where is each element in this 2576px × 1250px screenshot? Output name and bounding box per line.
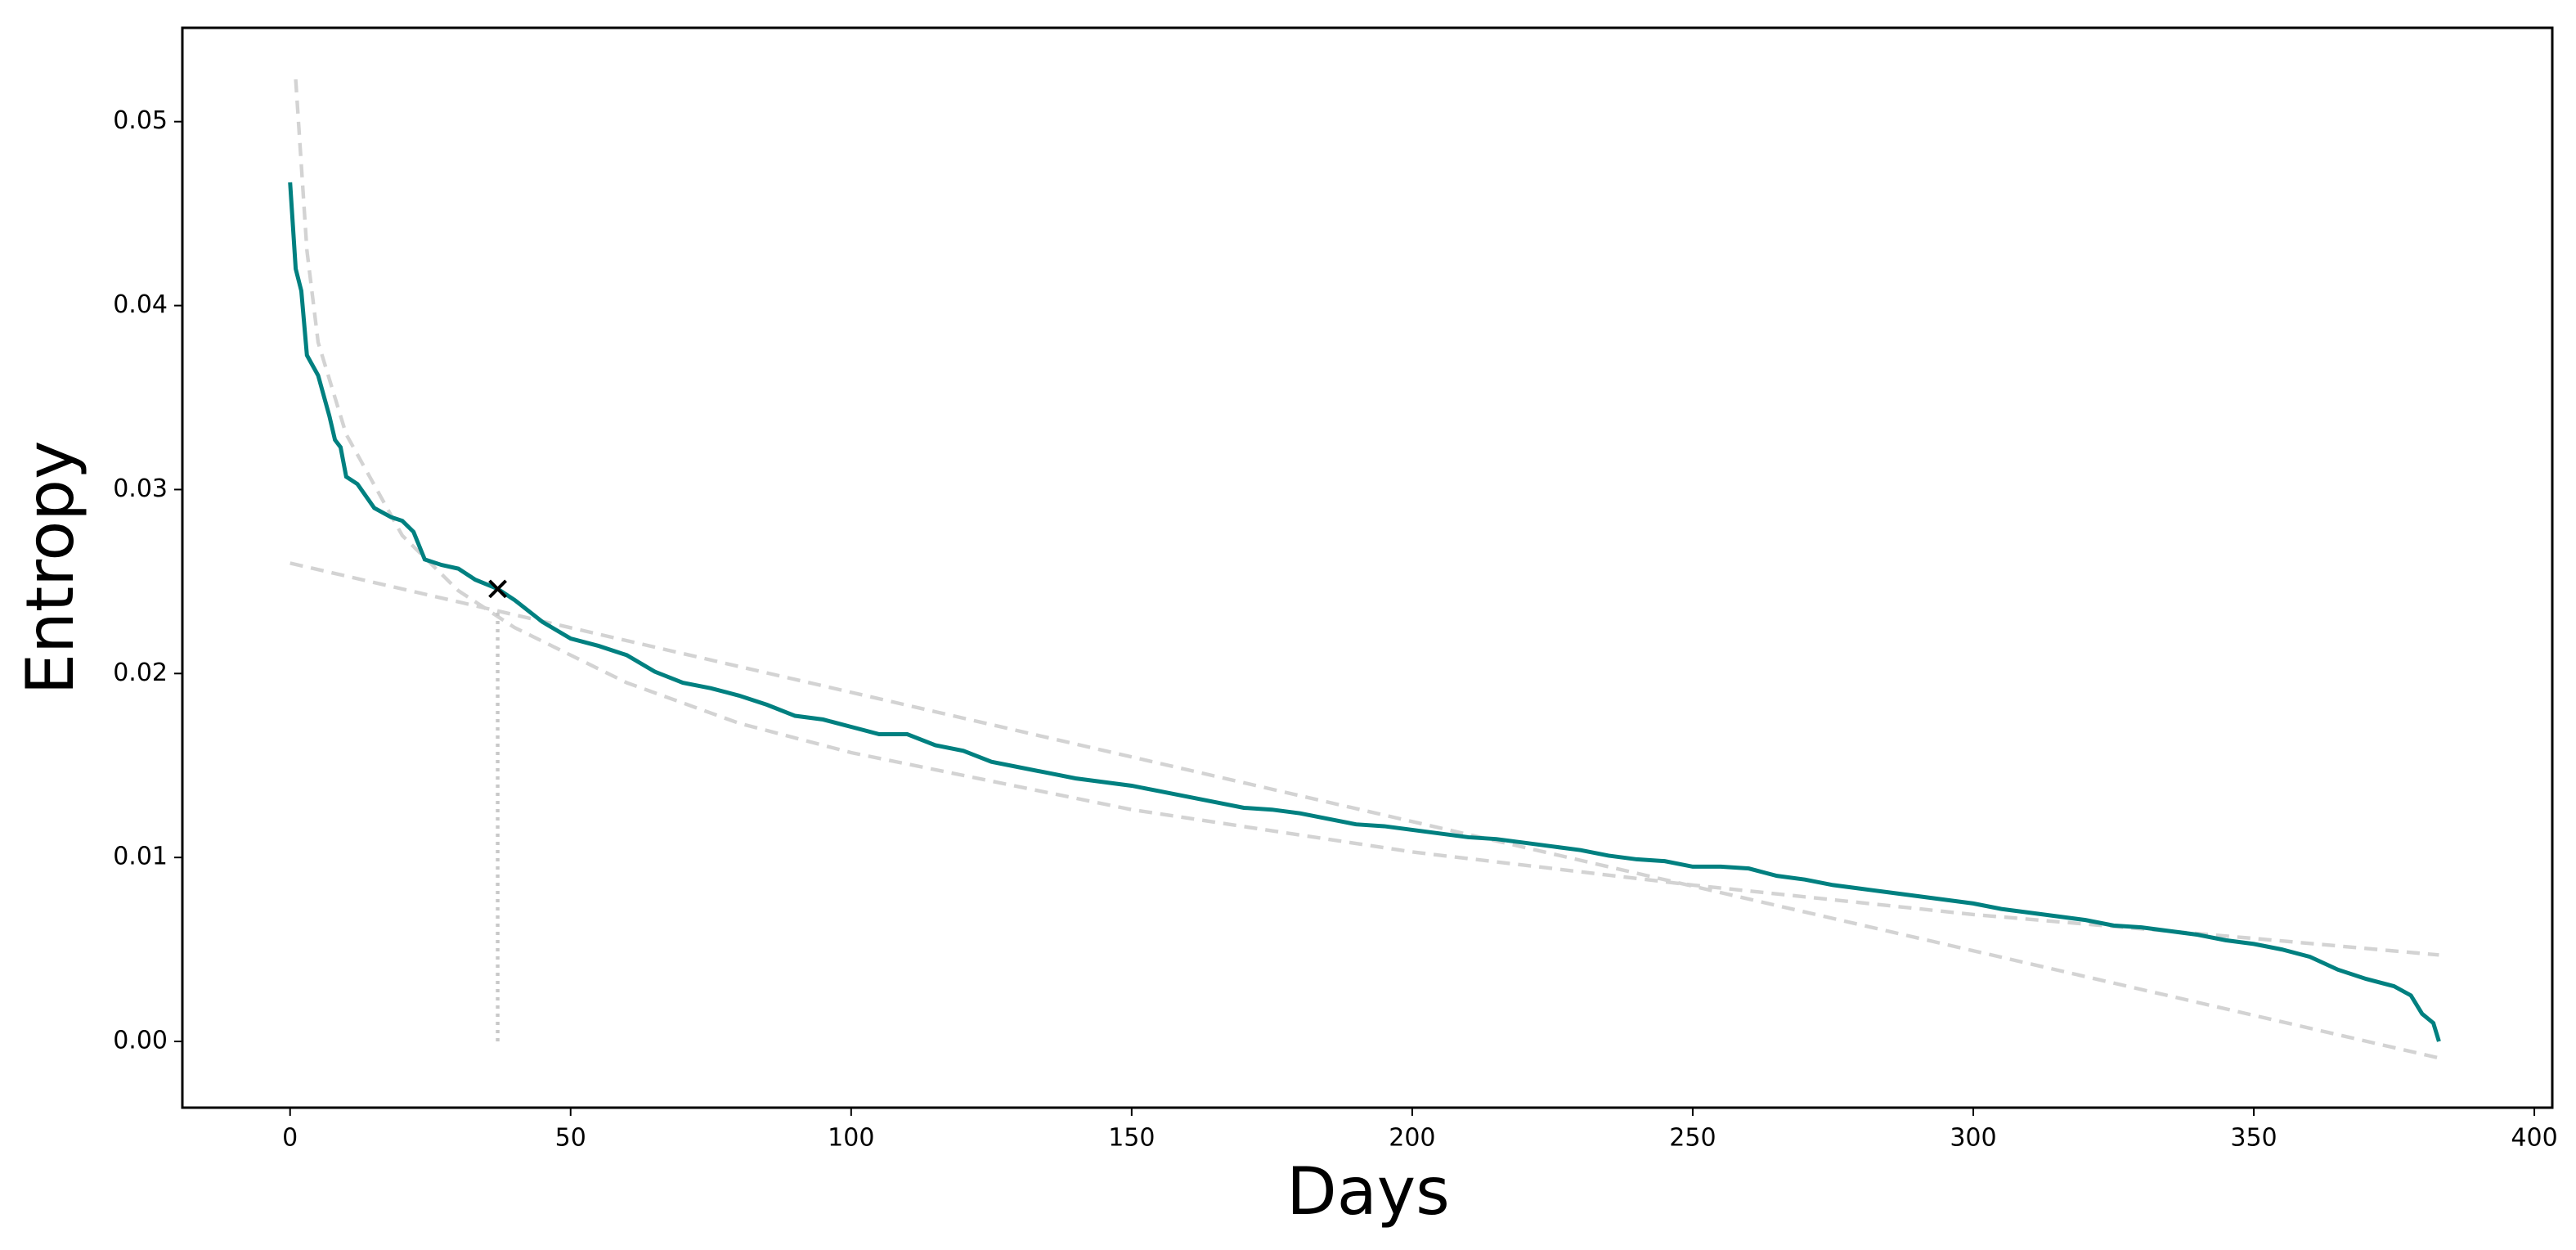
x-tick-label: 0	[282, 1124, 298, 1153]
y-tick-label: 0.02	[113, 659, 168, 687]
y-tick-label: 0.00	[113, 1027, 168, 1055]
x-tick-label: 100	[828, 1124, 874, 1153]
plot-frame	[181, 26, 2554, 1109]
x-tick-label: 300	[1950, 1124, 1996, 1153]
x-tick-label: 150	[1108, 1124, 1155, 1153]
data-line	[288, 182, 2441, 1042]
fit-line	[289, 561, 2439, 1060]
x-tick-label: 400	[2511, 1124, 2557, 1153]
y-tick-label: 0.03	[113, 474, 168, 503]
x-axis-label: Days	[1286, 1153, 1450, 1230]
y-tick-label: 0.01	[113, 843, 168, 871]
y-tick-label: 0.04	[113, 290, 168, 319]
x-tick-label: 250	[1669, 1124, 1716, 1153]
y-axis-label: Entropy	[12, 441, 88, 695]
y-tick-label: 0.05	[113, 106, 168, 135]
x-tick-label: 50	[555, 1124, 586, 1153]
point-marker	[488, 579, 507, 599]
x-tick-label: 200	[1389, 1124, 1435, 1153]
x-tick-label: 350	[2230, 1124, 2277, 1153]
